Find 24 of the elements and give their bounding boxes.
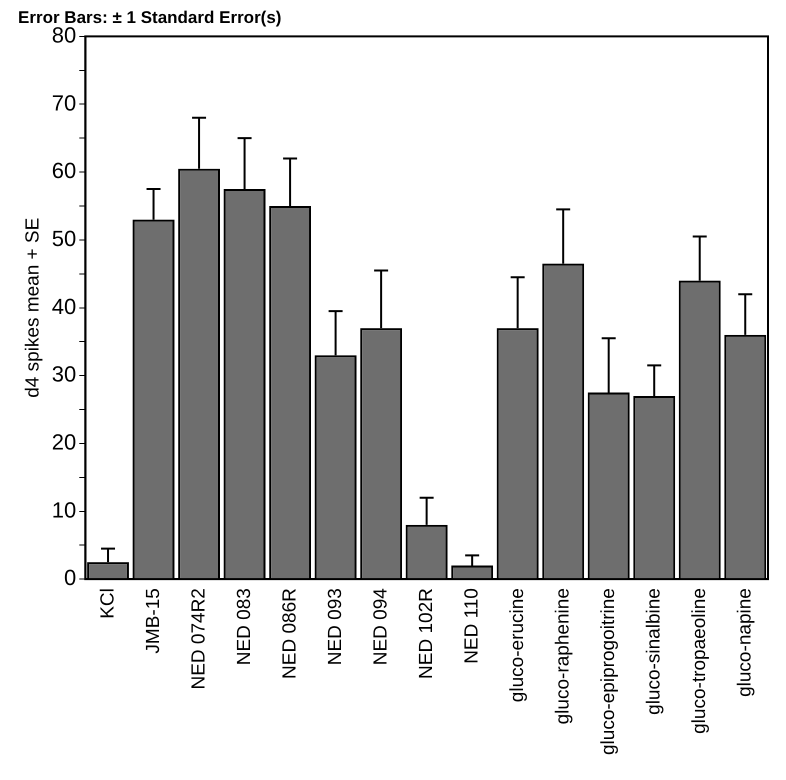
y-axis-title: d4 spikes mean + SE xyxy=(22,218,44,398)
y-tick-label: 20 xyxy=(52,430,76,454)
x-tick-label: gluco-raphenine xyxy=(552,588,574,724)
x-tick-label: gluco-epiprogoitrine xyxy=(598,588,619,756)
x-tick-label: NED 093 xyxy=(324,588,346,666)
x-tick-label: NED 102R xyxy=(416,588,437,679)
x-tick-label: gluco-tropaeoline xyxy=(688,588,710,734)
x-tick-label: KCl xyxy=(97,588,118,619)
y-tick-label: 50 xyxy=(52,226,76,251)
x-tick-label: NED 086R xyxy=(279,588,300,679)
y-tick-label: 40 xyxy=(52,294,76,319)
x-tick-label: NED 094 xyxy=(370,588,392,666)
x-tick-label: gluco-erucine xyxy=(506,588,528,702)
x-tick-label: NED 083 xyxy=(234,588,255,666)
y-tick-label: 0 xyxy=(64,565,76,590)
x-tick-label: JMB-15 xyxy=(142,588,164,654)
y-tick-label: 10 xyxy=(52,497,76,522)
y-tick-label: 30 xyxy=(52,362,76,387)
x-tick-label: gluco-sinalbine xyxy=(643,588,664,715)
x-tick-label: gluco-napine xyxy=(734,588,756,697)
y-tick-label: 60 xyxy=(52,158,76,184)
x-tick-label: NED 110 xyxy=(461,588,482,664)
y-tick-label: 70 xyxy=(52,90,76,116)
x-tick-label: NED 074R2 xyxy=(188,588,210,690)
